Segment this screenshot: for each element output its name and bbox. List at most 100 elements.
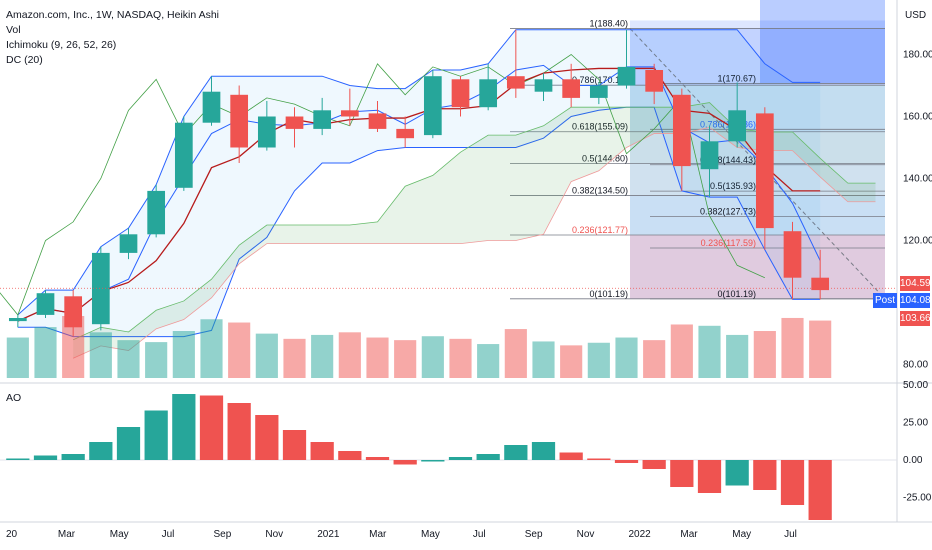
volume-bar [643,340,666,378]
low-price-tag: 103.66 [900,311,931,326]
fib-right-label: 0.5(135.93) [710,181,756,191]
time-axis-label: Mar [58,529,76,540]
candle-body [451,79,470,108]
donchian-lower [17,106,821,338]
ao-axis-tick: 25.00 [903,418,928,429]
candle-body [368,113,387,129]
fib-right-label: 1(170.67) [717,73,756,83]
candle-body [534,79,553,92]
legend-ichimoku[interactable]: Ichimoku (9, 26, 52, 26) [6,39,117,51]
fib-left-label: 0.618(155.09) [572,122,628,132]
ao-bar [172,394,196,460]
time-axis-label: Mar [680,529,698,540]
ao-bar [448,457,473,460]
candle-body [728,110,747,142]
volume-bar [89,332,112,378]
candle-body [562,79,581,98]
fib-right-label: 0.236(117.59) [701,238,756,248]
candle-body [174,122,193,188]
ao-bar [725,460,749,486]
volume-bar [753,331,776,378]
volume-bar [560,345,583,378]
fib-zone-band [630,28,885,86]
ao-bar [559,452,583,460]
ao-bar [282,430,307,460]
volume-bar [62,316,85,378]
last-price-tag: 104.59 [900,276,931,291]
candle-body [811,277,830,291]
time-axis-label: Jul [784,529,797,540]
candle-body [479,79,498,108]
volume-bar [172,331,195,378]
ao-bar [199,395,224,460]
ichimoku-cloud [73,102,876,359]
candle-body [257,116,276,148]
ao-bar [504,445,528,460]
ao-bar [753,460,777,490]
symbol-title[interactable]: Amazon.com, Inc., 1W, NASDAQ, Heikin Ash… [6,9,219,21]
legend-vol[interactable]: Vol [6,24,21,36]
price-axis-tick: 140.00 [903,174,932,185]
time-axis-label: Nov [577,529,595,540]
price-axis-unit: USD [905,10,926,21]
volume-bar [338,332,361,378]
volume-bar [726,334,749,378]
volume-bar [145,342,168,378]
candle-body [285,116,304,129]
candle-body [423,76,442,136]
time-axis-label: 2021 [317,529,340,540]
fib-left-label: 0.382(134.50) [572,186,628,196]
fib-top-zone [760,0,885,84]
volume-bar [809,320,832,378]
volume-bar [311,334,334,378]
candle-body [36,293,55,315]
candle-body [506,76,525,89]
ao-pane-title[interactable]: AO [6,392,22,404]
volume-bar [34,327,57,378]
candle-body [119,234,138,253]
price-axis-tick: 120.00 [903,236,932,247]
volume-bar [504,329,527,378]
ao-bar [338,451,362,460]
ichimoku-lagging-span [0,53,765,316]
time-axis-label: Jul [162,529,175,540]
fib-left-label: 0.5(144.80) [582,154,628,164]
ao-axis-tick: -25.00 [903,493,932,504]
volume-bar [698,325,721,378]
candle-body [672,94,691,167]
ao-bar [227,403,251,460]
volume-bar [228,322,251,378]
legend-dc[interactable]: DC (20) [6,54,43,66]
time-axis-label: May [732,529,751,540]
time-axis-label: Mar [369,529,387,540]
ao-bar [780,460,805,505]
candle-body [147,190,166,235]
ao-bar [642,460,666,469]
candle-body [396,128,415,139]
volume-bar [449,338,472,378]
ao-axis-tick: 0.00 [903,455,923,466]
candle-body [91,252,110,325]
time-axis-label: May [421,529,440,540]
fib-left-label: 0.236(121.77) [572,225,628,235]
time-axis-label: May [110,529,129,540]
chart-legend: Amazon.com, Inc., 1W, NASDAQ, Heikin Ash… [6,8,219,68]
candle-body [645,70,664,92]
ao-bar [310,442,334,460]
candle-body [755,113,774,229]
fib-zone-band [630,235,885,299]
price-axis-tick: 160.00 [903,112,932,123]
volume-bar [615,337,638,378]
volume-bar [394,340,417,378]
time-axis-label: Nov [265,529,283,540]
ao-bar [697,460,722,493]
ao-bar [365,457,390,460]
candle-body [64,296,83,328]
ao-bar [393,460,417,465]
candle-body [700,141,719,170]
volume-bar [255,333,278,378]
ao-bar [808,460,832,520]
ao-bar [61,454,85,460]
